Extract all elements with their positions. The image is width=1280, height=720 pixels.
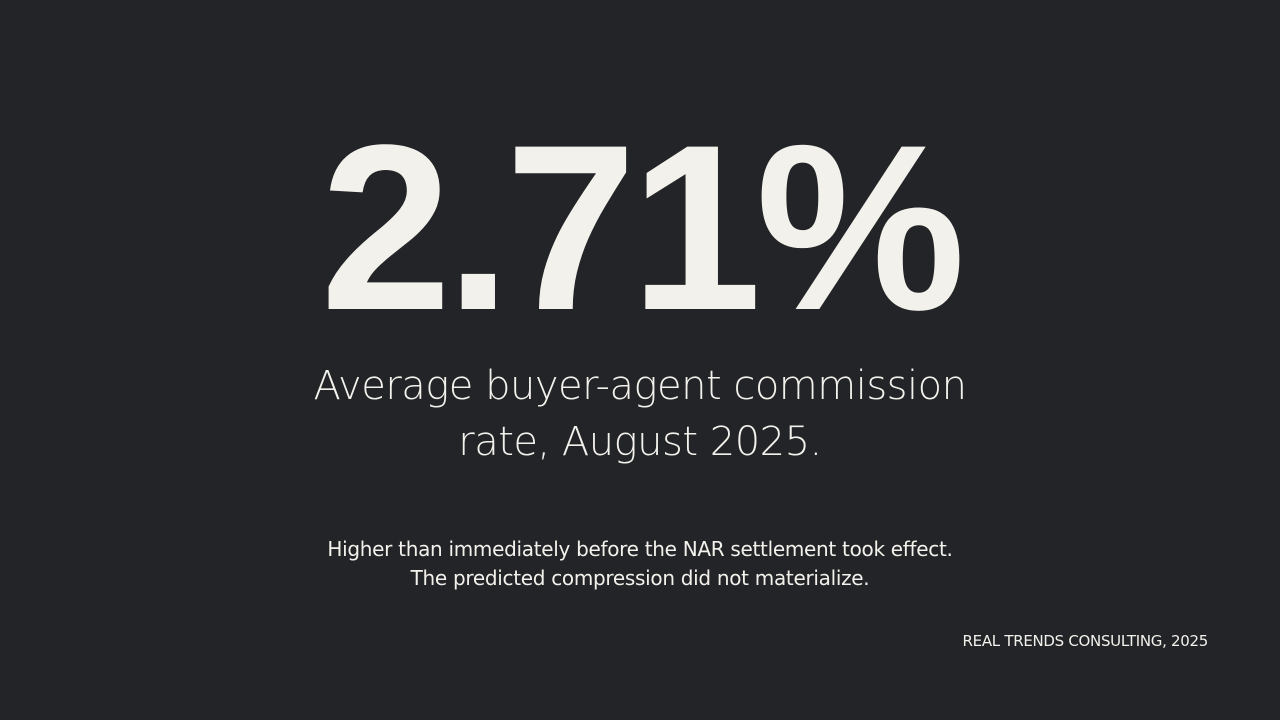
caption-line: rate, August 2025. [458,419,822,465]
headline-stat: 2.71% [320,96,965,360]
note-line: The predicted compression did not materi… [410,566,870,590]
caption-line: Average buyer-agent commission [313,363,967,409]
source: REAL TRENDS CONSULTING, 2025 [962,632,1209,650]
note-line: Higher than immediately before the NAR s… [327,537,953,561]
